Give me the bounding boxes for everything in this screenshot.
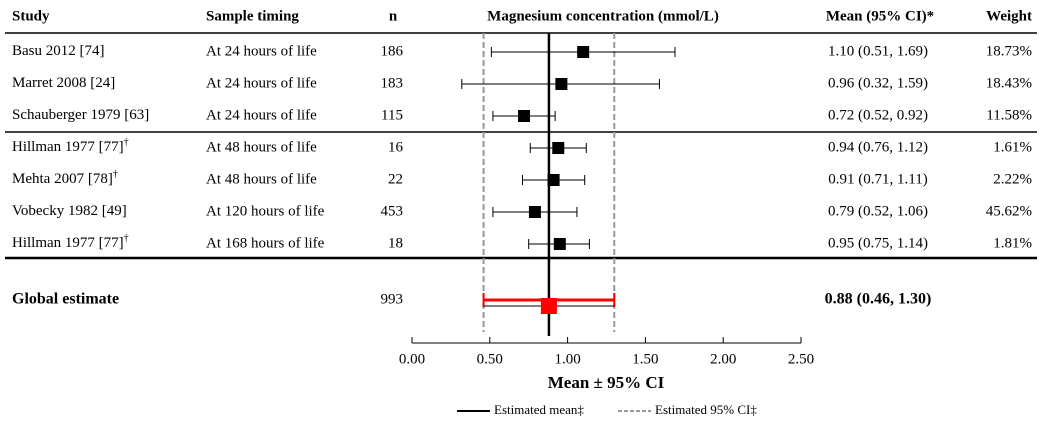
study-label: Vobecky 1982 [49]: [12, 203, 127, 219]
study-label: Schauberger 1979 [63]: [12, 107, 149, 123]
header-weight: Weight: [986, 8, 1032, 24]
sample-timing: At 24 hours of life: [206, 75, 317, 91]
study-note: †: [124, 137, 129, 148]
study-label: Marret 2008 [24]: [12, 75, 115, 91]
study-name: Hillman 1977 [77]†: [12, 137, 129, 156]
study-note: †: [124, 233, 129, 244]
sample-size: 18: [388, 235, 403, 251]
header-timing: Sample timing: [206, 8, 299, 24]
x-tick-label: 1.00: [554, 351, 580, 367]
sample-size: 453: [381, 203, 404, 219]
sample-timing: At 48 hours of life: [206, 139, 317, 155]
global-label: Global estimate: [12, 291, 119, 308]
header-n: n: [389, 8, 398, 24]
x-tick-label: 2.50: [788, 351, 814, 367]
estimate-label: 0.72 (0.52, 0.92): [828, 107, 928, 123]
sample-size: 115: [381, 107, 403, 123]
mean-marker: [518, 110, 531, 122]
sample-timing: At 24 hours of life: [206, 107, 317, 123]
sample-size: 16: [388, 139, 404, 155]
sample-size: 186: [381, 43, 404, 59]
study-name: Vobecky 1982 [49]: [12, 203, 127, 219]
study-name: Marret 2008 [24]: [12, 75, 115, 91]
mean-marker: [555, 78, 568, 90]
x-axis-title: Mean ± 95% CI: [548, 373, 665, 392]
study-name: Hillman 1977 [77]†: [12, 233, 129, 252]
legend-ci: Estimated 95% CI‡: [655, 402, 757, 417]
study-label: Basu 2012 [74]: [12, 43, 105, 59]
mean-marker: [552, 142, 565, 154]
weight: 45.62%: [986, 203, 1032, 219]
estimate-label: 0.96 (0.32, 1.59): [828, 75, 928, 91]
mean-marker: [553, 238, 566, 250]
x-tick-label: 2.00: [710, 351, 736, 367]
estimate-label: 0.95 (0.75, 1.14): [828, 235, 928, 251]
sample-size: 183: [381, 75, 404, 91]
sample-timing: At 24 hours of life: [206, 43, 317, 59]
sample-timing: At 168 hours of life: [206, 235, 325, 251]
header-estimate: Mean (95% CI)*: [826, 8, 934, 24]
study-label: Mehta 2007 [78]: [12, 171, 113, 187]
study-name: Basu 2012 [74]: [12, 43, 105, 59]
study-name: Mehta 2007 [78]†: [12, 169, 118, 188]
x-tick-label: 0.00: [399, 351, 425, 367]
mean-marker: [547, 174, 560, 186]
x-tick-label: 0.50: [477, 351, 503, 367]
weight: 18.73%: [986, 43, 1032, 59]
header-plot: Magnesium concentration (mmol/L): [487, 8, 719, 24]
study-label: Hillman 1977 [77]: [12, 139, 124, 155]
study-label: Hillman 1977 [77]: [12, 235, 124, 251]
mean-marker: [528, 206, 541, 218]
estimate-label: 1.10 (0.51, 1.69): [828, 43, 928, 59]
weight: 11.58%: [986, 107, 1032, 123]
study-note: †: [113, 169, 118, 180]
mean-marker: [577, 46, 590, 58]
sample-size: 22: [388, 171, 403, 187]
study-name: Schauberger 1979 [63]: [12, 107, 149, 123]
estimate-label: 0.94 (0.76, 1.12): [828, 139, 928, 155]
global-n: 993: [381, 291, 404, 307]
x-tick-label: 1.50: [632, 351, 658, 367]
sample-timing: At 48 hours of life: [206, 171, 317, 187]
weight: 18.43%: [986, 75, 1032, 91]
weight: 1.61%: [993, 139, 1032, 155]
global-marker: [540, 298, 557, 314]
legend-mean: Estimated mean‡: [494, 402, 584, 417]
sample-timing: At 120 hours of life: [206, 203, 325, 219]
global-estimate: 0.88 (0.46, 1.30): [825, 291, 932, 308]
weight: 2.22%: [993, 171, 1032, 187]
weight: 1.81%: [993, 235, 1032, 251]
estimate-label: 0.91 (0.71, 1.11): [828, 171, 927, 187]
estimate-label: 0.79 (0.52, 1.06): [828, 203, 928, 219]
header-study: Study: [12, 8, 50, 24]
